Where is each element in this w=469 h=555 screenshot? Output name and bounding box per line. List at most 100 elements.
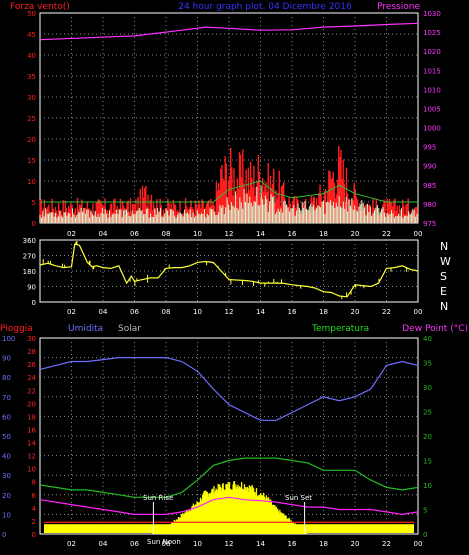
humidity-line [39,357,419,421]
solar-tick-label: 8 [32,479,36,487]
x-tick-label: 04 [99,308,108,316]
humidity-tick-label: 80 [2,374,11,382]
x-tick-label: 22 [382,540,391,548]
wind-tick-label: 0 [32,220,36,228]
solar-tick-label: 10 [27,466,36,474]
pressure-tick-label: 1005 [423,105,441,113]
panel-climate-axes: 0102030405060708090100024681012141618202… [2,335,432,548]
humidity-tick-label: 10 [2,511,11,519]
humidity-tick-label: 70 [2,394,11,402]
pressure-tick-label: 985 [423,182,436,190]
pressure-tick-label: 1025 [423,29,441,37]
solar-tick-label: 18 [27,413,36,421]
sun-set-label: Sun Set [285,494,312,502]
temperature-line [39,457,419,498]
direction-tick-label: 90 [27,284,36,292]
wind-tick-label: 45 [27,31,36,39]
compass-s: S [440,270,447,283]
solar-tick-label: 4 [32,505,37,513]
pressure-tick-label: 1015 [423,67,441,75]
pressure-axis-label: Pressione [377,2,420,12]
humidity-tick-label: 0 [2,531,6,539]
compass-w: W [440,255,451,268]
x-tick-label: 20 [351,540,360,548]
x-tick-label: 16 [288,308,297,316]
solar-axis-label: Solar [118,324,141,334]
x-tick-label: 16 [288,540,297,548]
x-tick-label: 00 [414,230,423,238]
x-tick-label: 02 [67,230,76,238]
temperature-tick-label: 30 [423,384,432,392]
temperature-tick-label: 20 [423,433,432,441]
x-tick-label: 16 [288,230,297,238]
dew-point-line [39,496,419,516]
compass-n: N [440,240,448,253]
solar-tick-label: 16 [27,426,36,434]
solar-tick-label: 22 [27,387,36,395]
x-tick-label: 18 [319,308,328,316]
panel-wind-direction-series [39,240,419,300]
x-tick-label: 12 [225,540,234,548]
x-tick-label: 12 [225,230,234,238]
sun-rise-label: Sun Rise [143,494,173,502]
humidity-tick-label: 50 [2,433,11,441]
x-tick-label: 04 [99,230,108,238]
humidity-tick-label: 30 [2,472,11,480]
rain-axis-label: Pioggia [0,324,33,334]
x-tick-label: 18 [319,230,328,238]
x-tick-label: 18 [319,540,328,548]
pressure-tick-label: 1030 [423,10,441,18]
direction-tick-label: 180 [23,268,36,276]
x-tick-label: 10 [193,230,202,238]
wind-tick-label: 15 [27,157,36,165]
x-tick-label: 00 [414,540,423,548]
humidity-tick-label: 40 [2,453,11,461]
temperature-tick-label: 15 [423,458,432,466]
compass-n: N [440,300,448,313]
pressure-tick-label: 990 [423,163,436,171]
x-tick-label: 02 [67,540,76,548]
solar-tick-label: 20 [27,400,36,408]
humidity-tick-label: 90 [2,355,11,363]
x-tick-label: 06 [130,540,139,548]
solar-tick-label: 26 [27,361,36,369]
x-tick-label: 02 [67,308,76,316]
wind-tick-label: 35 [27,73,36,81]
wind-tick-label: 5 [32,199,36,207]
temperature-tick-label: 40 [423,335,432,343]
solar-tick-label: 30 [27,335,36,343]
x-tick-label: 06 [130,230,139,238]
pressure-tick-label: 980 [423,201,436,209]
panel-wind-direction-axes: 0 90 180 270 360 02 04 06 08 10 12 14 16 18 20 22 00 [23,237,423,316]
wind-tick-label: 40 [27,52,36,60]
solar-tick-label: 2 [32,518,36,526]
wind-tick-label: 50 [27,10,36,18]
panel-climate-series [39,357,419,534]
x-tick-label: 08 [162,308,171,316]
x-tick-label: 20 [351,308,360,316]
x-tick-label: 14 [256,230,265,238]
compass-e: E [440,285,447,298]
solar-base-band [44,524,414,533]
x-tick-label: 06 [130,308,139,316]
x-tick-label: 08 [162,230,171,238]
panel-wind-pressure-grid [40,13,418,223]
panel-wind-pressure-series [39,22,419,223]
temperature-tick-label: 10 [423,482,432,490]
temperature-tick-label: 25 [423,409,432,417]
pressure-tick-label: 1020 [423,48,441,56]
dew-axis-label: Dew Point (°C) [402,324,468,334]
x-tick-label: 14 [256,540,265,548]
wind-axis-label: Forza vento() [10,2,70,12]
solar-tick-label: 12 [27,453,36,461]
pressure-tick-label: 1000 [423,125,441,133]
x-tick-label: 00 [414,308,423,316]
wind-tick-label: 20 [27,136,36,144]
x-tick-label: 14 [256,308,265,316]
direction-tick-label: 0 [32,299,36,307]
wind-direction-line [39,243,419,298]
sun-noon-label: Sun Noon [147,538,181,546]
x-tick-label: 12 [225,308,234,316]
